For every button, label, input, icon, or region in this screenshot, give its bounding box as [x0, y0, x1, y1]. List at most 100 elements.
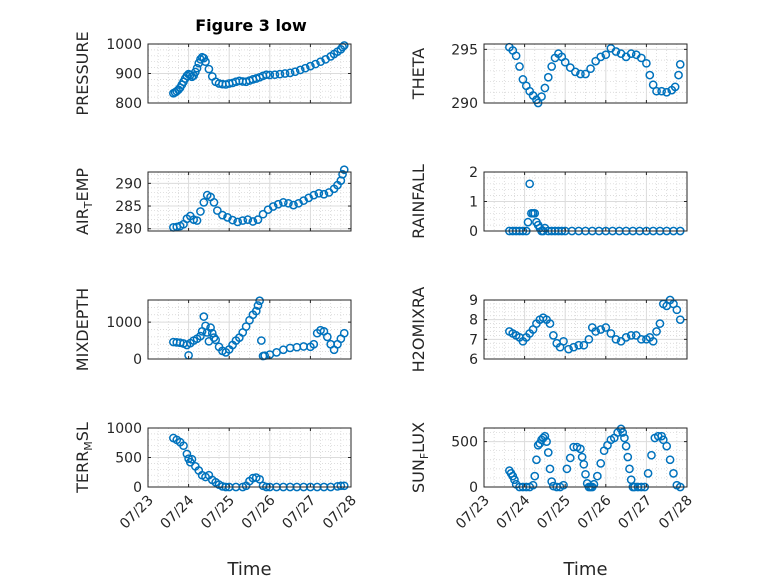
data-point — [256, 336, 266, 345]
data-point — [285, 68, 295, 78]
data-point — [574, 340, 584, 350]
data-point — [309, 339, 319, 349]
y-axis-label-subscript: F — [418, 453, 431, 459]
data-point — [201, 57, 210, 67]
data-point — [601, 50, 611, 60]
data-point — [339, 165, 349, 175]
y-axis-label: PRESSURE — [73, 31, 92, 115]
y-tick-label: 0 — [133, 480, 142, 496]
data-point — [571, 67, 580, 77]
data-point — [549, 331, 558, 340]
x-tick-label: 07/24 — [158, 492, 198, 532]
data-point — [207, 328, 217, 338]
x-tick-label: 07/25 — [534, 493, 574, 533]
y-tick-label: 900 — [115, 67, 142, 83]
figure-title: Figure 3 low — [195, 16, 307, 35]
data-point — [192, 216, 202, 225]
data-point — [636, 53, 646, 63]
y-tick-label: 290 — [451, 96, 478, 112]
data-point — [545, 464, 555, 474]
data-point — [611, 334, 621, 344]
data-point — [652, 86, 661, 96]
y-tick-label: 285 — [115, 199, 142, 215]
data-point — [540, 83, 550, 93]
y-axis-label: H2OMIXRA — [409, 287, 428, 373]
data-point — [576, 69, 585, 79]
data-point — [511, 51, 521, 61]
data-point — [662, 87, 672, 97]
data-point — [211, 335, 221, 345]
data-point — [591, 327, 601, 336]
data-point — [537, 92, 546, 101]
data-point — [584, 334, 594, 344]
data-point — [209, 198, 219, 207]
data-point — [530, 208, 540, 218]
x-tick-label: 07/26 — [575, 492, 615, 532]
data-point — [626, 331, 636, 340]
data-point — [295, 65, 305, 75]
data-point — [319, 189, 329, 199]
axes-box — [147, 299, 352, 360]
subplot-6: 6 7 8 9 H2OMIXRA — [409, 287, 688, 373]
y-tick-label: 9 — [469, 293, 478, 309]
y-tick-label: 500 — [115, 451, 142, 467]
y-tick-label: 6 — [469, 352, 478, 368]
data-point — [643, 469, 653, 478]
data-point — [339, 41, 349, 50]
data-point — [589, 479, 599, 489]
data-point — [665, 455, 675, 465]
data-point — [290, 67, 300, 77]
data-point — [547, 62, 557, 71]
x-tick-label: 07/24 — [494, 492, 534, 532]
data-point — [626, 49, 636, 59]
data-point — [658, 435, 668, 445]
data-point — [559, 480, 568, 490]
y-tick-label: 7 — [469, 332, 478, 348]
axes-box — [483, 299, 688, 360]
subplot-7: 0 500 1000 07/23 07/24 07/25 07/26 07/27 07/28 TE… — [73, 421, 360, 580]
data-point — [674, 70, 683, 80]
y-axis-label-subscript: M — [82, 441, 95, 451]
axes-box — [147, 171, 352, 232]
y-tick-label: 280 — [115, 222, 142, 238]
y-tick-label: 2 — [469, 165, 478, 181]
y-axis-label-part: AIR — [73, 208, 92, 235]
data-point — [576, 444, 585, 454]
data-point — [518, 75, 528, 84]
data-point — [233, 217, 243, 227]
data-point — [338, 42, 347, 52]
data-point — [278, 198, 288, 207]
data-point — [275, 69, 285, 79]
data-point — [182, 449, 192, 459]
data-point — [579, 340, 589, 350]
data-point — [273, 199, 283, 209]
x-tick-label: 07/23 — [453, 493, 493, 533]
y-tick-label: 8 — [469, 313, 478, 329]
data-point — [284, 198, 293, 208]
data-point — [581, 469, 590, 479]
y-axis-label: THETA — [409, 48, 428, 100]
y-axis-label: SUNFLUX — [409, 422, 431, 493]
data-point — [179, 441, 188, 451]
data-point — [636, 334, 646, 344]
data-point — [586, 64, 595, 74]
data-point — [669, 469, 678, 478]
data-point — [560, 57, 570, 67]
data-point — [675, 315, 685, 325]
data-point — [670, 82, 680, 92]
x-tick-label: 07/28 — [320, 493, 360, 533]
y-tick-label: 1 — [469, 195, 478, 211]
data-point — [523, 217, 533, 227]
data-point — [243, 215, 253, 225]
data-point — [648, 80, 658, 90]
data-point — [338, 169, 347, 179]
subplot-8: 0 500 07/23 07/24 07/25 07/26 07/27 07/28 SUNFLU… — [409, 422, 696, 580]
data-point — [213, 206, 222, 215]
data-point — [204, 64, 214, 74]
data-point — [621, 333, 631, 342]
axes-box — [483, 43, 688, 104]
y-axis-label-subscript: T — [82, 201, 95, 209]
data-point — [528, 480, 538, 490]
data-point — [253, 301, 263, 310]
